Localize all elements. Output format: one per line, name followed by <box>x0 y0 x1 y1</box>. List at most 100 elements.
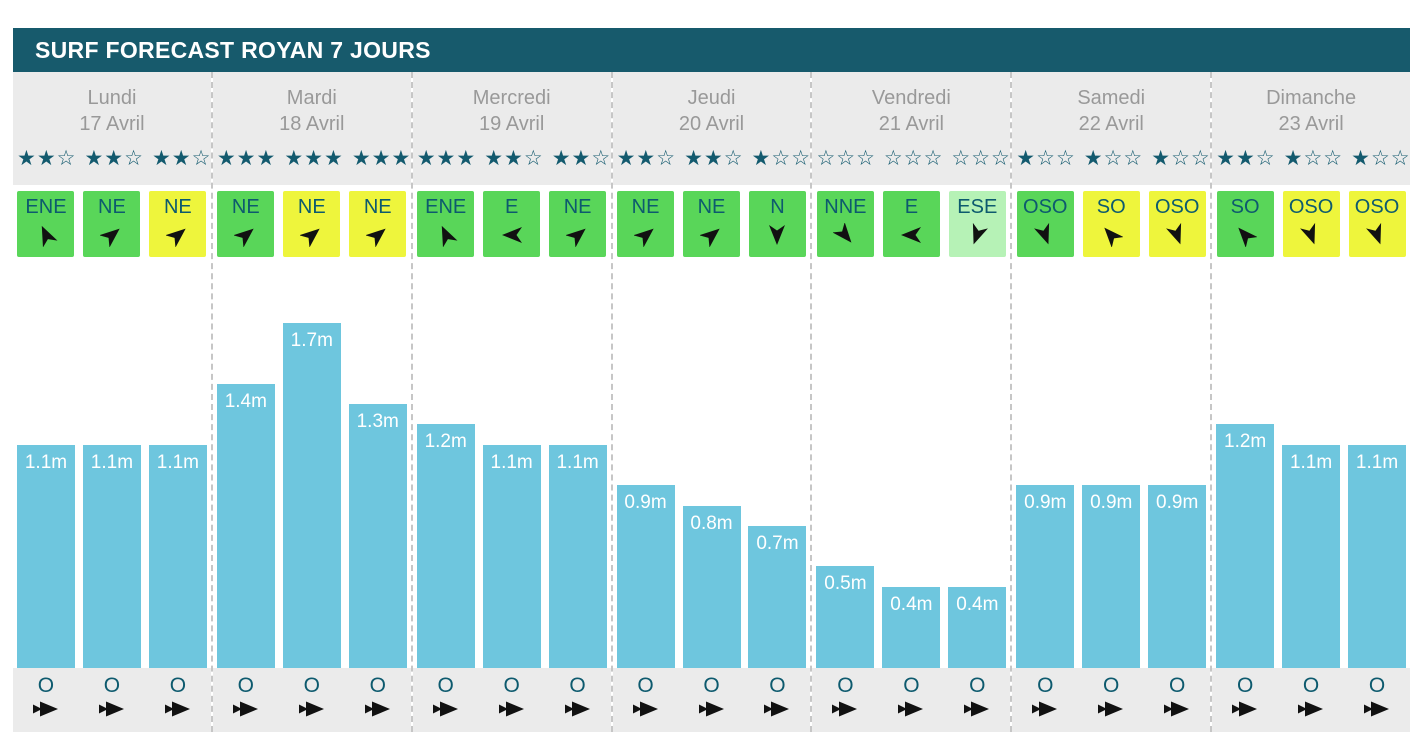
star-group: ★★☆ <box>684 146 744 170</box>
swell-slot: O <box>944 668 1010 732</box>
wind-slot: OSO <box>1144 185 1210 258</box>
wind-slot: NE <box>545 185 611 258</box>
wave-height-bar: 0.9m <box>616 485 675 668</box>
bar-slot: 1.7m <box>279 323 345 668</box>
swell-direction-label: O <box>1169 674 1186 697</box>
wave-height-bar: 1.4m <box>216 384 275 668</box>
wind-box: OSO <box>1348 191 1406 257</box>
wind-box: ENE <box>417 191 475 257</box>
day-header: Lundi 17 Avril ★★☆ ★★☆ ★★☆ <box>13 72 211 185</box>
star-group: ★★★ <box>284 146 344 170</box>
wave-height-bar: 1.7m <box>282 323 341 668</box>
wind-direction-label: NE <box>163 196 192 218</box>
day-date: 17 Avril <box>79 113 145 135</box>
swell-direction-label: O <box>1037 674 1054 697</box>
wave-height-bar: 1.1m <box>548 445 607 668</box>
swell-slot: O <box>213 668 279 732</box>
star-group: ★★☆ <box>17 146 77 170</box>
wave-height-bar: 1.1m <box>82 445 141 668</box>
wind-slot: SO <box>1078 185 1144 258</box>
wind-box: E <box>882 191 940 257</box>
bar-slot: 1.1m <box>545 445 611 668</box>
wind-slot: ESE <box>944 185 1010 258</box>
swell-row: O O O <box>1212 668 1411 732</box>
swell-arrow-icon <box>432 701 458 717</box>
swell-arrow-icon <box>164 701 190 717</box>
bar-slot: 0.9m <box>1144 485 1210 668</box>
wind-slot: ENE <box>413 185 479 258</box>
swell-arrow-icon <box>832 701 858 717</box>
swell-arrow-icon <box>1298 701 1324 717</box>
swell-direction-label: O <box>1103 674 1120 697</box>
bar-slot: 1.1m <box>145 445 211 668</box>
swell-slot: O <box>1012 668 1078 732</box>
days-row: Lundi 17 Avril ★★☆ ★★☆ ★★☆ ENE NE <box>13 72 1411 732</box>
wave-height-bars: 1.1m 1.1m 1.1m <box>13 258 211 668</box>
star-group: ★★☆ <box>84 146 144 170</box>
swell-arrow-icon <box>632 701 658 717</box>
wind-arrow-icon <box>1238 227 1258 247</box>
bar-slot: 1.1m <box>1278 445 1344 668</box>
wave-height-label: 1.4m <box>224 391 267 412</box>
swell-slot: O <box>79 668 145 732</box>
bar-slot: 1.4m <box>213 384 279 668</box>
wind-direction-label: SO <box>1096 196 1126 218</box>
wind-arrow-icon <box>1166 223 1182 245</box>
star-group: ★☆☆ <box>1283 146 1344 170</box>
swell-arrow-icon <box>964 701 990 717</box>
swell-slot: O <box>878 668 944 732</box>
wind-direction-label: OSO <box>1154 196 1200 218</box>
swell-direction-label: O <box>1236 674 1254 697</box>
swell-direction-label: O <box>637 674 654 697</box>
day-name: Samedi <box>1077 87 1146 109</box>
wave-height-bars: 0.9m 0.9m 0.9m <box>1012 258 1210 668</box>
wind-arrow-icon <box>501 227 522 243</box>
wind-box: OSO <box>1282 191 1340 257</box>
wave-height-label: 1.2m <box>1224 431 1267 452</box>
swell-direction-label: O <box>837 674 854 697</box>
bar-slot: 1.2m <box>1212 424 1278 668</box>
wind-arrow-icon <box>699 228 720 247</box>
day-header: Samedi 22 Avril ★☆☆ ★☆☆ ★☆☆ <box>1012 72 1211 185</box>
day-column-mercredi: Mercredi 19 Avril ★★★ ★★☆ ★★☆ ENE E <box>410 72 611 732</box>
day-column-vendredi: Vendredi 21 Avril ☆☆☆ ☆☆☆ ☆☆☆ NNE E <box>810 72 1011 732</box>
wind-box: NE <box>683 191 740 257</box>
wind-arrow-icon <box>565 228 586 247</box>
wind-direction-label: OSO <box>1288 196 1334 218</box>
wave-height-bar: 0.9m <box>1082 485 1141 668</box>
swell-direction-label: O <box>969 674 986 697</box>
wave-height-bar: 1.1m <box>148 445 207 668</box>
wind-row: NE NE NE <box>212 185 411 258</box>
wave-height-bar: 1.1m <box>1348 445 1407 668</box>
wave-height-bar: 0.9m <box>1148 485 1207 668</box>
swell-direction-label: O <box>703 674 720 697</box>
wave-height-label: 0.9m <box>1090 492 1133 513</box>
star-rating: ★★☆ ★☆☆ ★☆☆ <box>1212 146 1410 170</box>
wind-direction-label: NNE <box>824 196 867 218</box>
star-group: ★☆☆ <box>1151 146 1211 170</box>
wind-slot: NE <box>145 185 211 258</box>
star-rating: ☆☆☆ ☆☆☆ ☆☆☆ <box>812 146 1010 170</box>
swell-direction-label: O <box>303 674 320 697</box>
swell-row: O O O <box>412 668 611 732</box>
day-name: Jeudi <box>687 87 736 109</box>
wind-box: N <box>748 191 806 257</box>
day-name: Vendredi <box>871 87 951 109</box>
day-column-jeudi: Jeudi 20 Avril ★★☆ ★★☆ ★☆☆ NE NE <box>610 72 812 732</box>
wave-height-bar: 0.4m <box>948 587 1007 668</box>
bar-slot: 1.2m <box>413 424 479 668</box>
wave-height-bar: 1.1m <box>1282 445 1341 668</box>
wind-arrow-icon <box>365 228 386 247</box>
star-rating: ★★★ ★★☆ ★★☆ <box>413 146 611 170</box>
swell-slot: O <box>812 668 878 732</box>
swell-direction-label: O <box>437 674 454 697</box>
wave-height-bar: 1.1m <box>16 445 75 668</box>
swell-arrow-icon <box>1098 701 1124 717</box>
wind-box: OSO <box>1016 191 1074 257</box>
swell-arrow-icon <box>1364 701 1390 717</box>
swell-arrow-icon <box>564 701 590 717</box>
wind-slot: NE <box>613 185 679 258</box>
star-group: ★☆☆ <box>751 146 812 170</box>
wind-direction-label: ENE <box>425 196 467 218</box>
wind-arrow-icon <box>299 228 320 247</box>
